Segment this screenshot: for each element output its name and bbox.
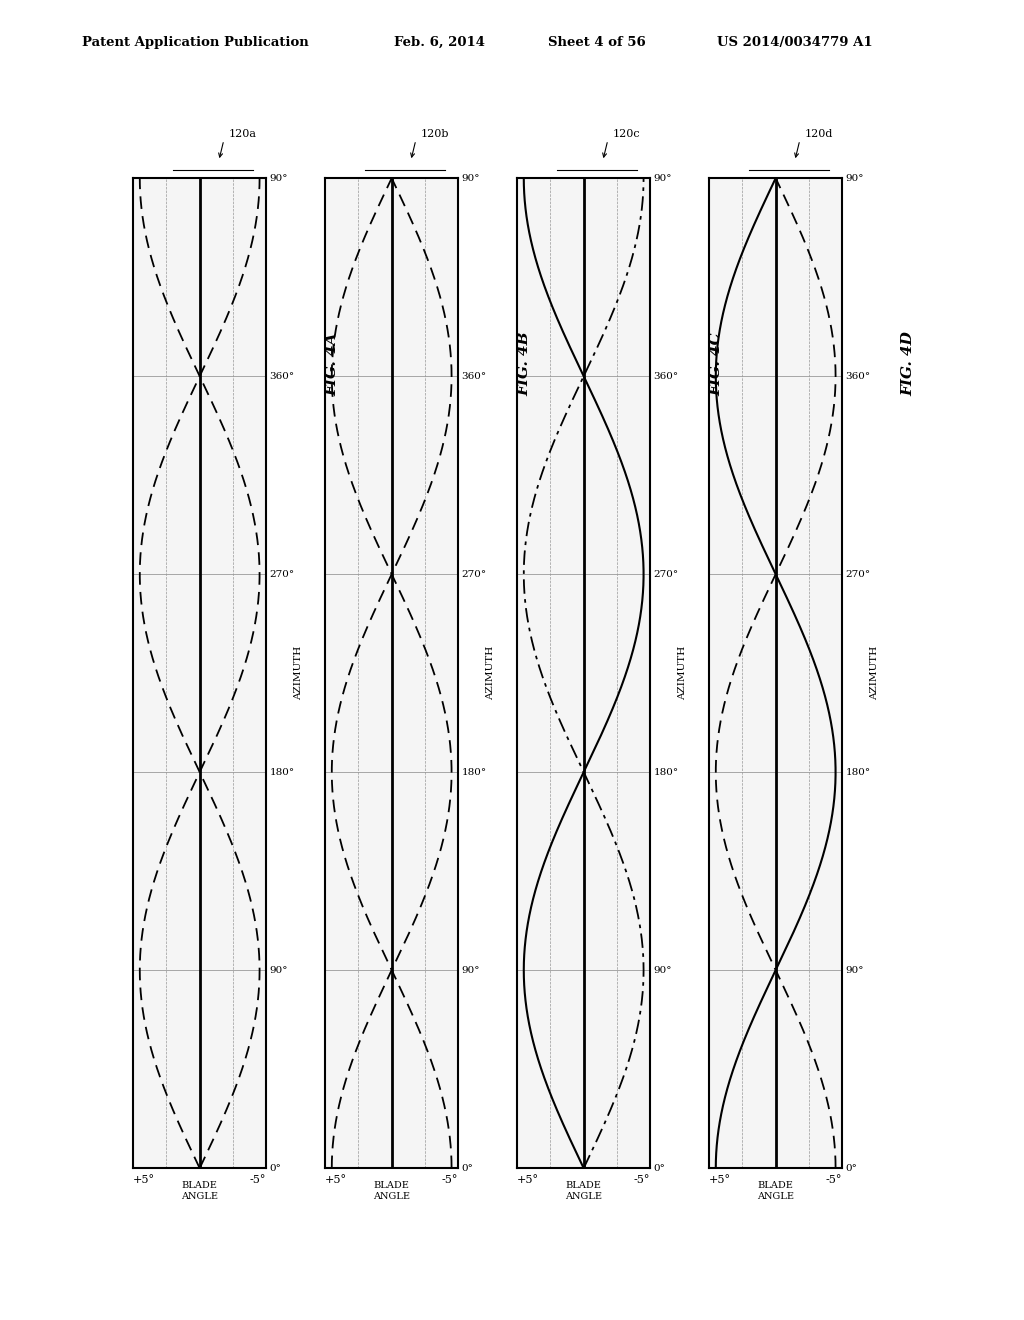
Text: FIG. 4C: FIG. 4C [710,333,724,396]
Text: -5°: -5° [826,1175,842,1185]
Text: 90°: 90° [269,174,288,182]
Text: BLADE
ANGLE: BLADE ANGLE [373,1181,411,1201]
Text: 90°: 90° [269,966,288,974]
Text: 270°: 270° [269,570,295,578]
Text: 120d: 120d [805,128,834,139]
Text: +5°: +5° [326,1175,347,1185]
Text: Patent Application Publication: Patent Application Publication [82,36,308,49]
Text: AZIMUTH: AZIMUTH [295,645,303,701]
Text: 120c: 120c [613,128,641,139]
Text: Feb. 6, 2014: Feb. 6, 2014 [394,36,485,49]
Text: 0°: 0° [846,1164,857,1172]
Text: 360°: 360° [846,372,870,380]
Text: 270°: 270° [653,570,679,578]
Text: 270°: 270° [461,570,486,578]
Text: AZIMUTH: AZIMUTH [486,645,496,701]
Text: FIG. 4B: FIG. 4B [518,331,531,396]
Text: 90°: 90° [461,174,480,182]
Text: 360°: 360° [269,372,295,380]
Text: 180°: 180° [846,768,870,776]
Text: 120a: 120a [229,128,257,139]
Text: 90°: 90° [653,966,672,974]
Text: 90°: 90° [846,966,864,974]
Text: -5°: -5° [442,1175,459,1185]
Text: AZIMUTH: AZIMUTH [679,645,687,701]
Text: US 2014/0034779 A1: US 2014/0034779 A1 [717,36,872,49]
Text: 90°: 90° [846,174,864,182]
Text: 180°: 180° [653,768,679,776]
Text: 180°: 180° [461,768,486,776]
Text: 0°: 0° [461,1164,473,1172]
Text: 360°: 360° [461,372,486,380]
Text: Sheet 4 of 56: Sheet 4 of 56 [548,36,645,49]
Text: 90°: 90° [461,966,480,974]
Text: 0°: 0° [269,1164,282,1172]
Text: -5°: -5° [250,1175,266,1185]
Text: FIG. 4D: FIG. 4D [902,331,915,396]
Text: AZIMUTH: AZIMUTH [870,645,880,701]
Text: 90°: 90° [653,174,672,182]
Text: BLADE
ANGLE: BLADE ANGLE [565,1181,602,1201]
Text: 270°: 270° [846,570,870,578]
Text: 360°: 360° [653,372,679,380]
Text: BLADE
ANGLE: BLADE ANGLE [181,1181,218,1201]
Text: 0°: 0° [653,1164,666,1172]
Text: BLADE
ANGLE: BLADE ANGLE [757,1181,795,1201]
Text: FIG. 4A: FIG. 4A [326,333,340,396]
Text: 120b: 120b [421,128,450,139]
Text: +5°: +5° [517,1175,539,1185]
Text: -5°: -5° [634,1175,650,1185]
Text: +5°: +5° [133,1175,155,1185]
Text: +5°: +5° [709,1175,731,1185]
Text: 180°: 180° [269,768,295,776]
